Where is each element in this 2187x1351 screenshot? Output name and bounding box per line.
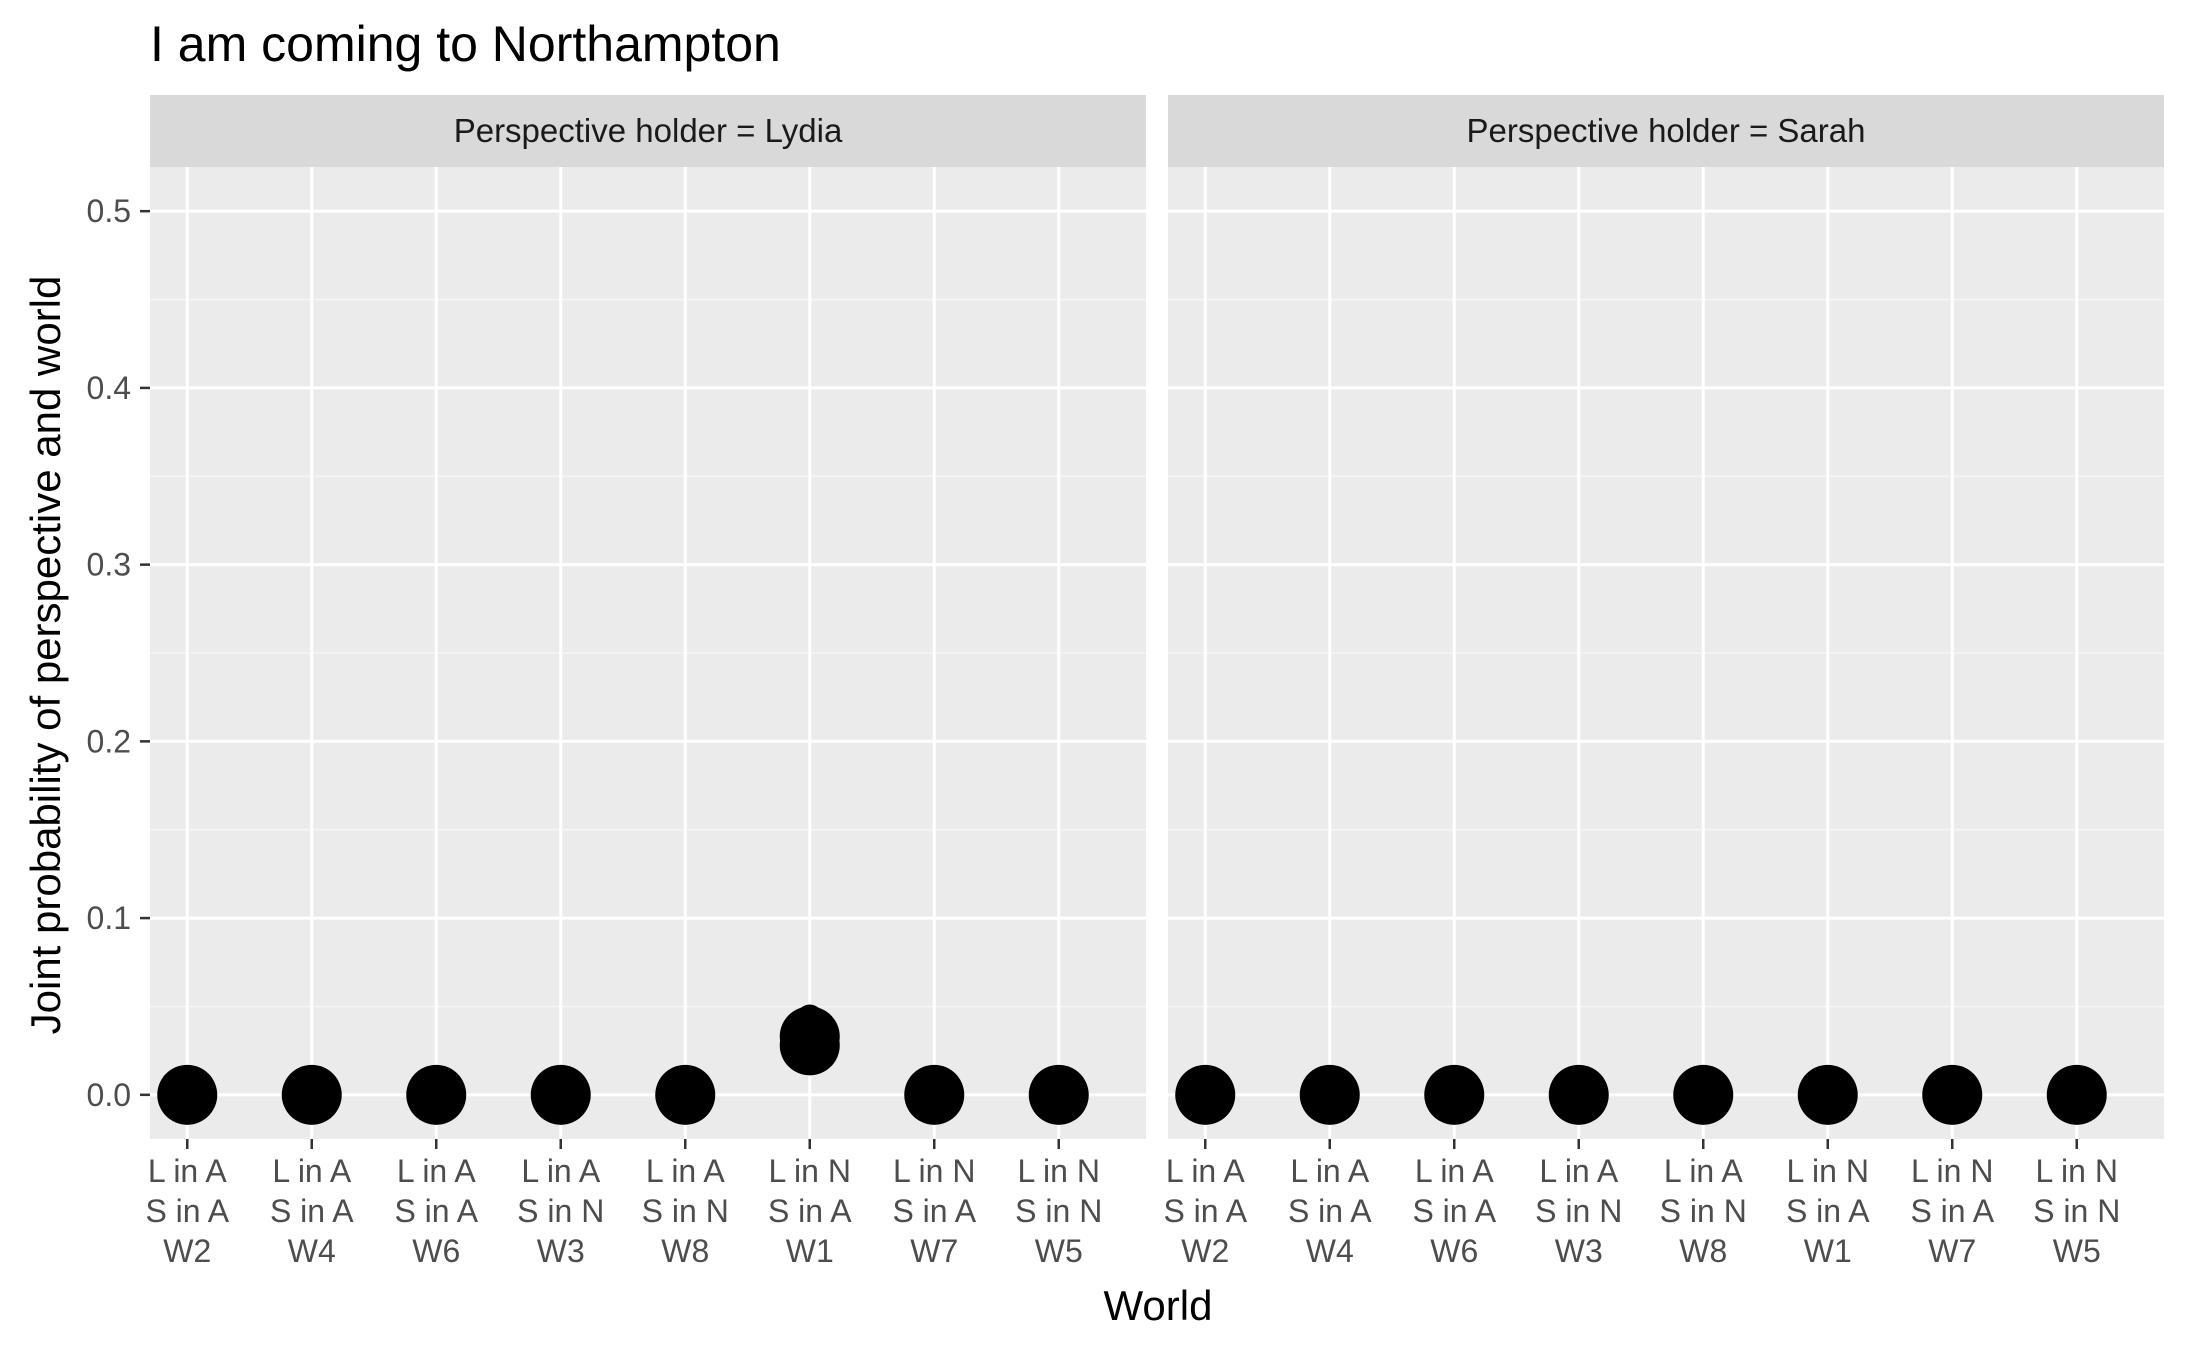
x-tick-label: W3 (1555, 1233, 1603, 1269)
panel-1: Perspective holder = Lydia L in A S in A W2… (145, 95, 1146, 1269)
facet-strip (1168, 95, 2164, 167)
x-tick-label: W3 (537, 1233, 585, 1269)
x-tick-label: L in A (397, 1153, 477, 1189)
x-tick-label: S in A (270, 1193, 354, 1229)
y-tick-label: 0.2 (87, 723, 131, 759)
x-tick-label: W6 (1430, 1233, 1478, 1269)
data-point (157, 1064, 218, 1125)
x-tick-label: L in A (1664, 1153, 1744, 1189)
data-point (530, 1064, 591, 1125)
x-tick-label: W2 (163, 1233, 211, 1269)
x-tick-label: L in A (1539, 1153, 1619, 1189)
y-tick-label: 0.1 (87, 900, 131, 936)
x-tick-label: S in N (642, 1193, 729, 1229)
x-tick-label: W1 (1804, 1233, 1852, 1269)
data-point-overlap (787, 1004, 832, 1025)
data-point (1673, 1064, 1734, 1125)
x-tick-label: W4 (288, 1233, 336, 1269)
x-tick-label: W8 (1679, 1233, 1727, 1269)
facet-strip-label: Perspective holder = Lydia (454, 112, 843, 149)
data-point (1175, 1064, 1236, 1125)
data-point (1922, 1064, 1983, 1125)
chart-title: I am coming to Northampton (150, 16, 781, 72)
data-point (904, 1064, 965, 1125)
y-axis-title: Joint probability of perspective and wor… (22, 276, 69, 1035)
x-tick-label: S in N (1660, 1193, 1747, 1229)
x-tick-label: W7 (1928, 1233, 1976, 1269)
x-tick-label: S in A (1288, 1193, 1372, 1229)
data-point (406, 1064, 467, 1125)
x-tick-label: W7 (910, 1233, 958, 1269)
y-tick-label: 0.0 (87, 1077, 131, 1113)
x-tick-label: W8 (661, 1233, 709, 1269)
x-tick-label: W5 (2053, 1233, 2101, 1269)
y-axis: 0.0 0.1 0.2 0.3 0.4 0.5 (87, 193, 150, 1113)
x-tick-label: S in A (1786, 1193, 1870, 1229)
x-tick-label: L in N (1911, 1153, 1993, 1189)
x-tick-label: L in N (2036, 1153, 2118, 1189)
x-tick-label: S in A (768, 1193, 852, 1229)
facet-strip-label: Perspective holder = Sarah (1467, 112, 1866, 149)
x-tick-label: S in A (1910, 1193, 1994, 1229)
x-tick-label: L in A (272, 1153, 352, 1189)
panel-2: Perspective holder = Sarah L in A S in A W2… (1163, 95, 2164, 1269)
x-tick-label: L in N (1787, 1153, 1869, 1189)
panels: Perspective holder = Lydia L in A S in A W2… (145, 95, 2164, 1269)
x-tick-label: S in N (517, 1193, 604, 1229)
x-tick-label: L in A (521, 1153, 601, 1189)
data-point (1299, 1064, 1360, 1125)
x-tick-label: S in A (1412, 1193, 1496, 1229)
x-tick-label: L in N (769, 1153, 851, 1189)
y-tick-label: 0.3 (87, 547, 131, 583)
data-point (1424, 1064, 1485, 1125)
x-tick-label: W5 (1035, 1233, 1083, 1269)
x-tick-label: S in N (1015, 1193, 1102, 1229)
x-tick-label: S in N (1535, 1193, 1622, 1229)
facet-strip (150, 95, 1146, 167)
x-tick-label: S in N (2033, 1193, 2120, 1229)
data-point (1028, 1064, 1089, 1125)
y-tick-label: 0.5 (87, 193, 131, 229)
x-tick-label: W6 (412, 1233, 460, 1269)
x-tick-label: L in A (1166, 1153, 1246, 1189)
x-tick-label: W4 (1306, 1233, 1354, 1269)
data-point (2046, 1064, 2107, 1125)
x-tick-label: S in A (145, 1193, 229, 1229)
data-point (281, 1064, 342, 1125)
x-axis-title: World (1104, 1282, 1213, 1329)
x-tick-label: L in N (1018, 1153, 1100, 1189)
y-tick-label: 0.4 (87, 370, 131, 406)
x-tick-label: S in A (394, 1193, 478, 1229)
data-point (1548, 1064, 1609, 1125)
data-point (655, 1064, 716, 1125)
x-tick-label: L in A (1290, 1153, 1370, 1189)
x-tick-label: W1 (786, 1233, 834, 1269)
x-tick-label: L in N (893, 1153, 975, 1189)
x-tick-label: S in A (892, 1193, 976, 1229)
x-tick-label: S in A (1163, 1193, 1247, 1229)
x-tick-label: L in A (148, 1153, 228, 1189)
data-point (1797, 1064, 1858, 1125)
x-tick-label: L in A (1415, 1153, 1495, 1189)
x-tick-label: L in A (646, 1153, 726, 1189)
x-tick-label: W2 (1181, 1233, 1229, 1269)
